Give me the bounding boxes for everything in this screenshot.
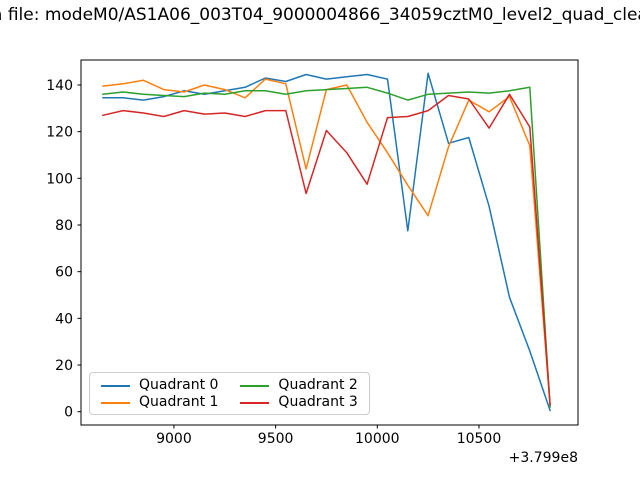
series-line-quadrant-2 — [102, 86, 551, 408]
legend-label: Quadrant 3 — [278, 394, 358, 410]
legend-line-swatch — [101, 384, 130, 387]
series-line-quadrant-0 — [102, 72, 551, 412]
legend-label: Quadrant 1 — [139, 394, 219, 410]
y-tick-label: 20 — [55, 358, 73, 374]
y-tick-label: 60 — [55, 265, 73, 281]
series-line-quadrant-1 — [102, 78, 551, 407]
legend-label: Quadrant 2 — [278, 377, 358, 393]
legend-item: Quadrant 3 — [240, 394, 358, 411]
x-tick-label: 9500 — [258, 431, 294, 447]
legend-line-swatch — [240, 401, 270, 404]
legend-item: Quadrant 1 — [101, 394, 218, 411]
series-line-quadrant-3 — [102, 93, 551, 406]
x-tick-label: 10500 — [457, 431, 502, 447]
y-tick-label: 100 — [46, 171, 73, 187]
legend-line-swatch — [101, 401, 130, 404]
x-axis-offset-label: +3.799e8 — [509, 450, 578, 466]
legend: Quadrant 0 Quadrant 1 Quadrant 2 Quadrant 3 — [89, 372, 370, 415]
legend-label: Quadrant 0 — [139, 377, 219, 393]
x-tick-label: 10000 — [355, 431, 400, 447]
y-tick-label: 0 — [64, 405, 73, 421]
legend-item: Quadrant 0 — [101, 377, 218, 394]
y-tick-label: 120 — [46, 125, 73, 141]
x-tick-label: 9000 — [156, 431, 192, 447]
legend-line-swatch — [240, 384, 270, 387]
plot-frame — [80, 59, 579, 426]
y-tick-label: 80 — [55, 218, 73, 234]
y-tick-label: 40 — [55, 311, 73, 327]
legend-item: Quadrant 2 — [240, 377, 358, 394]
figure-title: a file: modeM0/AS1A06_003T04_9000004866_… — [0, 5, 640, 25]
y-tick-label: 140 — [46, 78, 73, 94]
